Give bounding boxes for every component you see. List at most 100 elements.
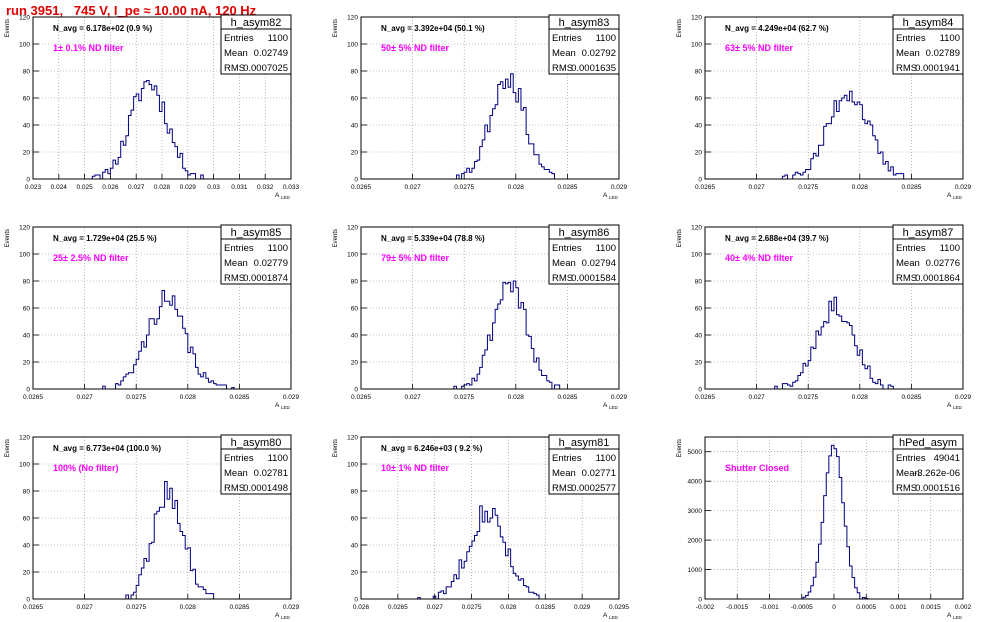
stats-box-frame (892, 14, 964, 75)
y-tick-label: 80 (695, 279, 703, 286)
x-axis-label-subscript: LED (953, 195, 963, 200)
y-tick-label: 1000 (688, 567, 703, 574)
x-tick-label: 0.029 (611, 394, 628, 401)
x-tick-label: 0.03 (207, 184, 220, 191)
stats-label: Mean (224, 258, 248, 269)
stats-label: Mean (552, 48, 576, 59)
y-tick-label: 40 (351, 333, 359, 340)
stats-box-frame (220, 434, 292, 495)
stats-label: RMS (896, 483, 917, 494)
stats-value: 1100 (596, 33, 616, 44)
stats-label: Mean (552, 258, 576, 269)
stats-box: h_asym81 Entries 1100 Mean 0.02771 RMS0.00025… (548, 434, 620, 495)
x-tick-label: 0.029 (180, 184, 197, 191)
y-tick-label: 120 (19, 225, 30, 232)
stats-box-frame (892, 224, 964, 285)
histogram-trace (705, 296, 963, 390)
stats-value: 0.0001635 (571, 63, 616, 74)
y-tick-label: 60 (695, 306, 703, 313)
stats-box-frame (548, 224, 620, 285)
y-tick-label: 120 (347, 435, 358, 442)
stats-label: Mean (552, 468, 576, 479)
x-tick-label: 0.026 (102, 184, 119, 191)
y-tick-label: 120 (691, 225, 702, 232)
y-axis-label: Events (333, 439, 339, 457)
stats-box: h_asym86 Entries 1100 Mean 0.02794 RMS0.00015… (548, 224, 620, 285)
x-axis-label-subscript: LED (609, 405, 619, 410)
stats-box-title: hPed_asym (899, 437, 957, 449)
histogram-trace (33, 481, 291, 600)
x-tick-label: 0.028 (154, 184, 171, 191)
stats-label: RMS (552, 273, 573, 284)
stats-value: 0.02779 (254, 258, 288, 269)
y-tick-label: 100 (691, 252, 702, 259)
stats-label: Entries (896, 243, 926, 254)
stats-value: 0.02771 (582, 468, 616, 479)
x-axis-label-subscript: LED (609, 195, 619, 200)
x-tick-label: 0.029 (283, 394, 300, 401)
y-tick-label: 80 (23, 489, 31, 496)
stats-value: 1100 (596, 243, 616, 254)
y-tick-label: 80 (351, 69, 359, 76)
y-tick-label: 20 (351, 360, 359, 367)
histogram-panel-h_asym81: 0.026 0.0265 0.027 0.0275 0.028 0.0285 0.029 0.… (333, 434, 629, 620)
x-tick-label: 0.0295 (609, 604, 629, 611)
y-tick-label: 60 (23, 96, 31, 103)
x-tick-label: 0.0275 (126, 394, 146, 401)
y-tick-label: 0 (698, 177, 702, 184)
y-tick-label: 3000 (688, 508, 703, 515)
y-tick-label: 20 (23, 150, 31, 157)
x-axis-label: A (603, 192, 608, 199)
x-tick-label: 0.027 (76, 604, 93, 611)
stats-box-title: h_asym82 (231, 17, 282, 29)
stats-box-title: h_asym84 (903, 17, 954, 29)
x-tick-label: 0.0265 (23, 604, 43, 611)
x-tick-label: 0.0015 (921, 604, 941, 611)
y-tick-label: 40 (23, 333, 31, 340)
stats-label: RMS (224, 273, 245, 284)
x-axis-label-subscript: LED (281, 195, 291, 200)
y-axis-label: Events (677, 19, 683, 37)
x-tick-label: 0.0285 (535, 604, 555, 611)
stats-label: Mean (896, 468, 920, 479)
x-axis-label: A (947, 402, 952, 409)
x-tick-label: 0.032 (257, 184, 274, 191)
navg-label: N_avg = 1.729e+04 (25.5 %) (53, 234, 157, 243)
filter-annotation: 100% (No filter) (53, 463, 119, 473)
x-tick-label: 0.001 (890, 604, 907, 611)
histogram-trace (361, 505, 619, 600)
y-tick-label: 0 (354, 177, 358, 184)
histogram-trace (705, 90, 963, 180)
x-tick-label: 0.024 (51, 184, 68, 191)
y-tick-label: 20 (695, 150, 703, 157)
stats-label: RMS (552, 483, 573, 494)
x-axis-label-subscript: LED (953, 405, 963, 410)
y-tick-label: 100 (347, 462, 358, 469)
x-tick-label: 0.029 (611, 184, 628, 191)
stats-label: RMS (896, 63, 917, 74)
x-axis-label: A (603, 402, 608, 409)
stats-label: RMS (224, 63, 245, 74)
stats-box-frame (220, 224, 292, 285)
stats-label: Entries (552, 243, 582, 254)
stats-box-frame (548, 434, 620, 495)
x-tick-label: 0.029 (283, 604, 300, 611)
x-tick-label: 0.0285 (557, 394, 577, 401)
y-tick-label: 5000 (688, 449, 703, 456)
stats-box-title: h_asym85 (231, 227, 282, 239)
y-tick-label: 80 (351, 279, 359, 286)
stats-box-frame (220, 14, 292, 75)
stats-box: hPed_asym Entries 49041 Mean-3.262e-06 RMS0.… (892, 434, 964, 495)
stats-value: 1100 (268, 243, 288, 254)
x-tick-label: 0.027 (404, 184, 421, 191)
x-tick-label: 0.028 (500, 604, 517, 611)
stats-label: Mean (896, 48, 920, 59)
x-axis-label: A (947, 612, 952, 619)
x-axis-label-subscript: LED (281, 405, 291, 410)
stats-value: 1100 (268, 453, 288, 464)
y-tick-label: 100 (19, 42, 30, 49)
filter-annotation: 50± 5% ND filter (381, 43, 449, 53)
x-tick-label: 0.0265 (695, 394, 715, 401)
y-tick-label: 4000 (688, 479, 703, 486)
y-tick-label: 0 (698, 387, 702, 394)
